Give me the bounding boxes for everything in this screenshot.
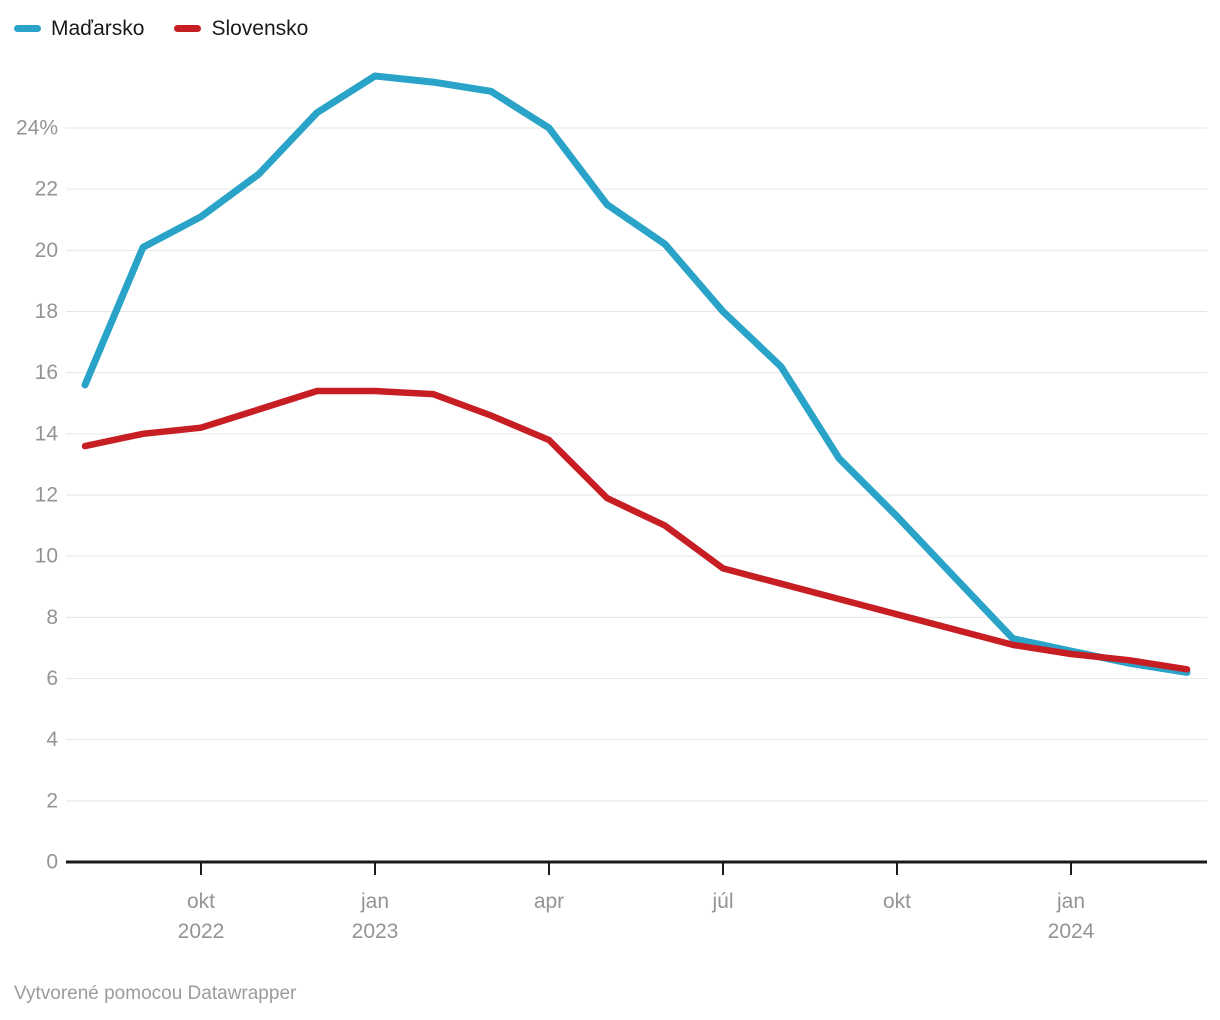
y-axis-tick-label: 4 <box>46 728 58 751</box>
legend-swatch-madarsko <box>14 25 41 32</box>
x-axis-month-label: apr <box>534 890 564 913</box>
x-axis-year-label: 2022 <box>178 920 225 943</box>
y-axis-tick-label: 18 <box>35 300 58 323</box>
y-axis-tick-label: 10 <box>35 545 58 568</box>
x-axis-year-label: 2023 <box>352 920 399 943</box>
y-axis-tick-label: 20 <box>35 239 58 262</box>
x-axis-month-label: júl <box>711 890 733 913</box>
legend-item-madarsko: Maďarsko <box>14 18 144 39</box>
legend-label: Slovensko <box>211 17 309 40</box>
legend-label: Maďarsko <box>51 17 145 40</box>
legend-item-slovensko: Slovensko <box>174 18 308 39</box>
chart-legend: Maďarsko Slovensko <box>14 18 308 39</box>
y-axis-tick-label: 14 <box>35 422 59 445</box>
x-axis-month-label: okt <box>883 890 911 913</box>
series-line-maarsko <box>81 72 1191 676</box>
legend-swatch-slovensko <box>174 25 202 32</box>
y-axis-tick-label: 8 <box>46 606 58 629</box>
y-axis-tick-label: 16 <box>35 361 58 384</box>
series-line-slovensko <box>81 387 1191 673</box>
x-axis-month-label: jan <box>1056 890 1085 913</box>
y-axis-tick-label: 22 <box>35 178 58 201</box>
y-axis-tick-label: 2 <box>46 789 58 812</box>
x-axis-month-label: jan <box>360 890 389 913</box>
datawrapper-attribution: Vytvorené pomocou Datawrapper <box>14 983 297 1004</box>
y-axis-tick-label: 0 <box>46 851 58 874</box>
x-axis-year-label: 2024 <box>1048 920 1095 943</box>
y-axis-tick-label: 6 <box>46 667 58 690</box>
y-axis-tick-label: 24% <box>16 117 58 140</box>
x-axis-month-label: okt <box>187 890 215 913</box>
y-axis-tick-label: 12 <box>35 484 58 507</box>
